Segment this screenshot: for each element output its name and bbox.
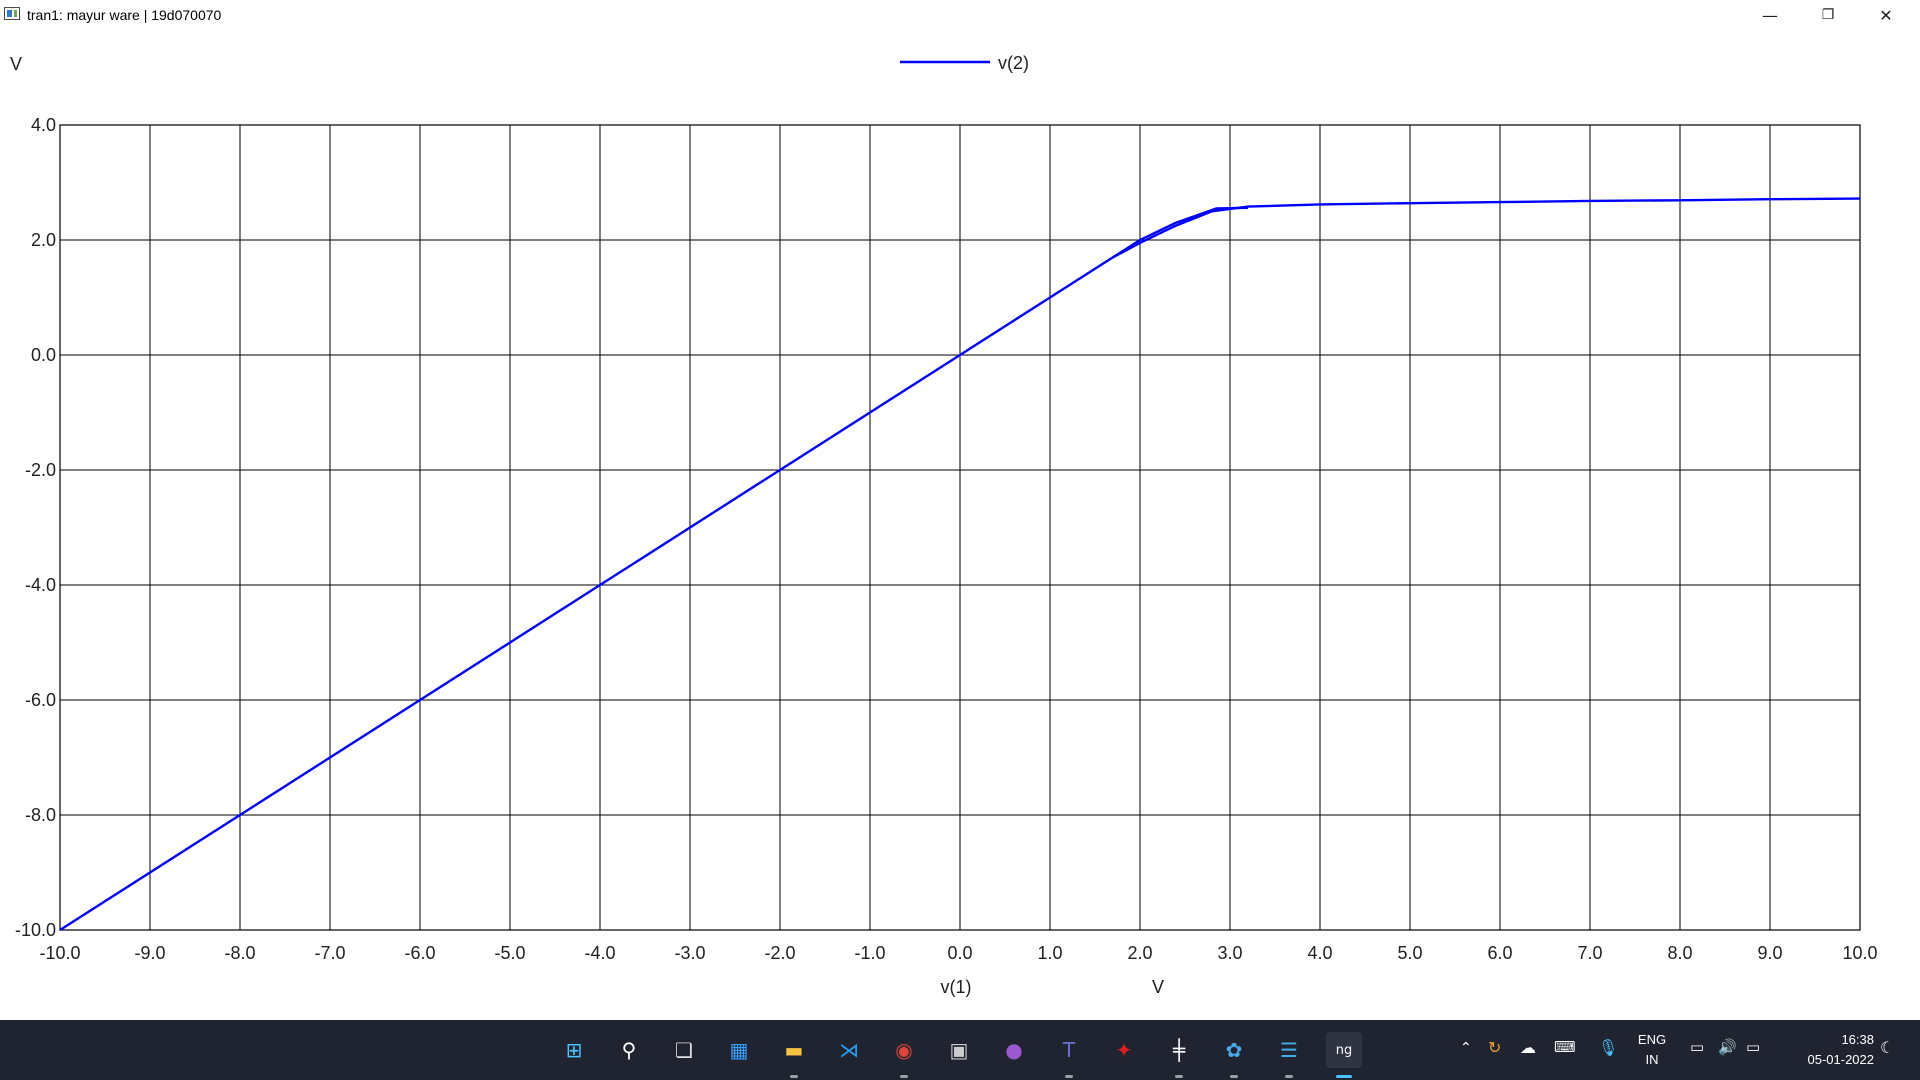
language-code: ENG — [1637, 1032, 1667, 1047]
acrobat-icon[interactable]: ✦ — [1115, 1038, 1133, 1062]
start-icon[interactable]: ⊞ — [565, 1038, 583, 1062]
x-axis-label: v(1) — [941, 977, 972, 997]
close-button[interactable]: ✕ — [1879, 5, 1893, 25]
x-tick-label: -6.0 — [404, 943, 435, 963]
x-tick-label: -2.0 — [764, 943, 795, 963]
chevron-up-icon[interactable]: ⌃ — [1460, 1040, 1472, 1056]
x-tick-label: 8.0 — [1667, 943, 1692, 963]
x-tick-label: 2.0 — [1127, 943, 1152, 963]
minimize-button[interactable]: — — [1762, 5, 1778, 25]
volume-icon[interactable]: 🔊 — [1718, 1038, 1737, 1056]
y-tick-label: -8.0 — [25, 805, 56, 825]
running-indicator — [1230, 1075, 1238, 1078]
network-icon[interactable]: ▭ — [1690, 1038, 1705, 1056]
y-tick-label: -10.0 — [15, 920, 56, 940]
x-tick-label: -8.0 — [224, 943, 255, 963]
app-icon — [4, 7, 20, 20]
x-tick-label: -4.0 — [584, 943, 615, 963]
y-tick-label: 2.0 — [31, 230, 56, 250]
legend-label: v(2) — [998, 53, 1029, 73]
search-icon[interactable]: ⚲ — [621, 1038, 637, 1062]
file-explorer-icon[interactable]: ▬ — [776, 1032, 812, 1078]
github-desktop-icon[interactable]: ● — [1005, 1038, 1023, 1062]
x-tick-label: 4.0 — [1307, 943, 1332, 963]
vscode-icon[interactable]: ⋊ — [839, 1038, 859, 1062]
x-tick-label: 10.0 — [1842, 943, 1877, 963]
circuit-editor-icon[interactable]: ╪ — [1161, 1032, 1197, 1078]
battery-icon[interactable]: ▭ — [1746, 1038, 1761, 1056]
x-tick-label: 3.0 — [1217, 943, 1242, 963]
restore-button[interactable]: ❐ — [1821, 7, 1835, 23]
y-tick-labels: 4.0 2.0 0.0 -2.0 -4.0 -6.0 -8.0 -10.0 — [15, 115, 56, 940]
ngspice-icon[interactable]: ng — [1326, 1032, 1362, 1078]
x-tick-label: 5.0 — [1397, 943, 1422, 963]
y-tick-label: -2.0 — [25, 460, 56, 480]
x-tick-label: -9.0 — [134, 943, 165, 963]
y-axis-unit-label: V — [10, 54, 22, 74]
chrome-icon[interactable]: ◉ — [886, 1032, 922, 1078]
teams-icon[interactable]: T — [1051, 1032, 1087, 1078]
x-tick-label: -10.0 — [39, 943, 80, 963]
sync-icon[interactable]: ↻ — [1488, 1038, 1502, 1057]
running-indicator — [1285, 1075, 1293, 1078]
running-indicator — [1065, 1075, 1073, 1078]
language-indicator[interactable]: ENG IN — [1632, 1030, 1672, 1070]
x-tick-label: 7.0 — [1577, 943, 1602, 963]
clock[interactable]: 16:38 05-01-2022 — [1782, 1030, 1875, 1070]
x-tick-label: -7.0 — [314, 943, 345, 963]
legend: v(2) — [900, 53, 1029, 73]
series-layer — [59, 197, 1861, 932]
title-bar: tran1: mayur ware | 19d070070 — ❐ ✕ — [0, 0, 1920, 30]
y-tick-label: 4.0 — [31, 115, 56, 135]
y-tick-label: -6.0 — [25, 690, 56, 710]
grid-lines — [59, 124, 1861, 931]
x-tick-label: -5.0 — [494, 943, 525, 963]
window-title: tran1: mayur ware | 19d070070 — [27, 7, 222, 23]
keyboard-icon[interactable]: ⌨ — [1554, 1038, 1576, 1056]
widgets-icon[interactable]: ▦ — [729, 1038, 749, 1062]
task-view-icon[interactable]: ❏ — [675, 1038, 693, 1062]
language-region: IN — [1645, 1052, 1659, 1067]
y-tick-label: -4.0 — [25, 575, 56, 595]
running-indicator — [1175, 1075, 1183, 1078]
terminal-icon[interactable]: ▣ — [949, 1038, 969, 1062]
x-tick-label: 1.0 — [1037, 943, 1062, 963]
notepad-icon[interactable]: ☰ — [1271, 1032, 1307, 1078]
series-line-1 — [1112, 206, 1249, 259]
series-line-0 — [59, 197, 1861, 932]
clock-time: 16:38 — [1841, 1032, 1874, 1047]
clock-date: 05-01-2022 — [1807, 1052, 1875, 1067]
paint-icon[interactable]: ✿ — [1216, 1032, 1252, 1078]
running-indicator — [790, 1075, 798, 1078]
taskbar: ⊞ ⚲ ❏ ▦ ▬ ⋊ ◉ ▣ ● T ✦ ╪ ✿ ☰ ng ⌃ ↻ ☁ ⌨ 🎙 ENG IN ▭ 🔊 ▭ … — [0, 1020, 1920, 1080]
microphone-icon[interactable]: 🎙 — [1598, 1038, 1619, 1057]
x-tick-label: 0.0 — [947, 943, 972, 963]
x-tick-label: 9.0 — [1757, 943, 1782, 963]
onedrive-cloud-icon[interactable]: ☁ — [1520, 1038, 1536, 1057]
y-tick-label: 0.0 — [31, 345, 56, 365]
plot-canvas: -10.0 -9.0 -8.0 -7.0 -6.0 -5.0 -4.0 -3.0 -2.0 -1.… — [10, 53, 1878, 997]
running-indicator — [900, 1075, 908, 1078]
x-tick-label: -3.0 — [674, 943, 705, 963]
notifications-icon[interactable]: ☾ — [1880, 1038, 1895, 1057]
x-tick-label: -1.0 — [854, 943, 885, 963]
x-tick-label: 6.0 — [1487, 943, 1512, 963]
x-axis-unit-label: V — [1152, 977, 1164, 997]
x-tick-labels: -10.0 -9.0 -8.0 -7.0 -6.0 -5.0 -4.0 -3.0 -2.0 -1.… — [39, 943, 1877, 963]
running-indicator — [1336, 1075, 1352, 1078]
